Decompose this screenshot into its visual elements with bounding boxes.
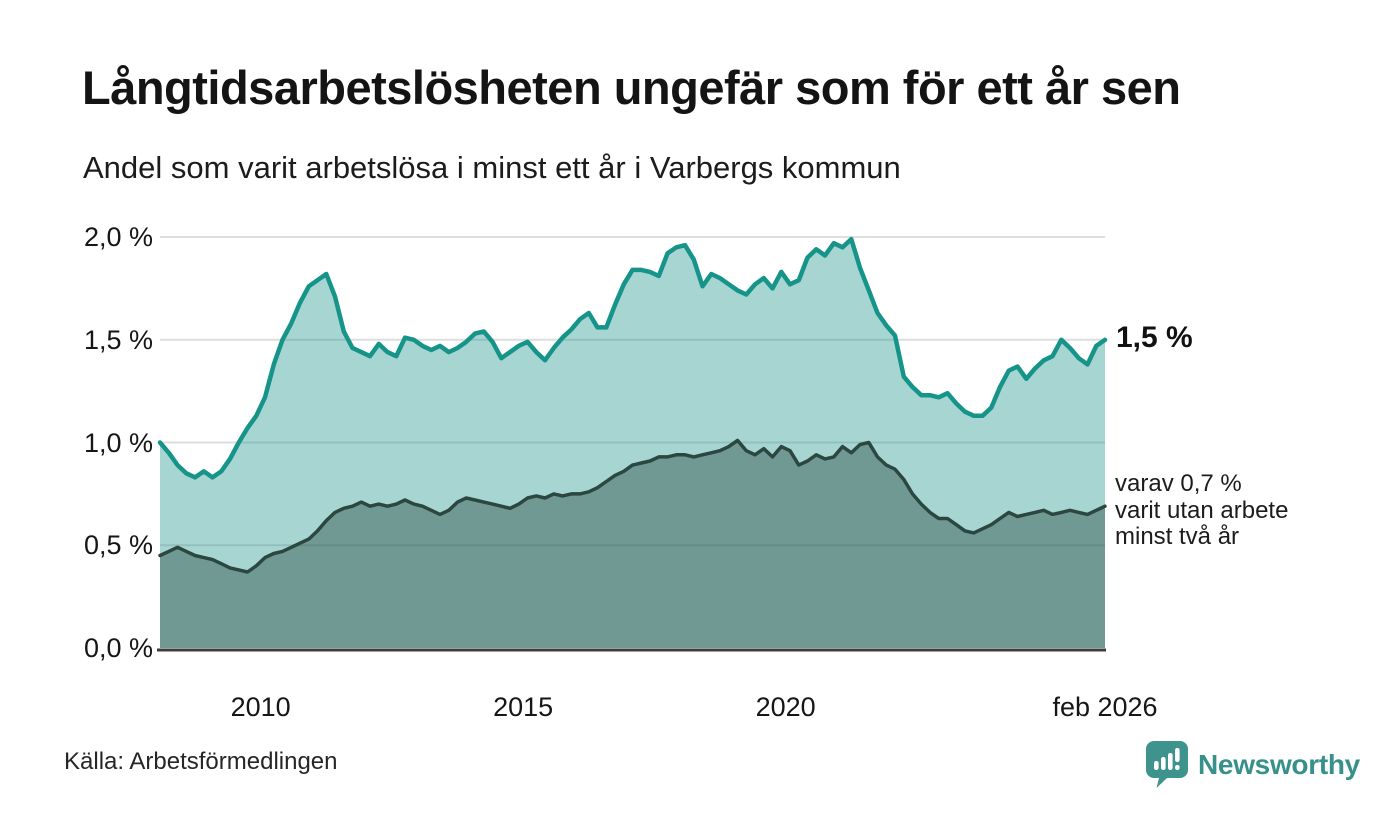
newsworthy-icon <box>1146 741 1188 788</box>
y-axis-label: 1,0 % <box>83 427 153 458</box>
y-axis-label: 1,5 % <box>83 324 153 355</box>
chart-subtitle: Andel som varit arbetslösa i minst ett å… <box>83 150 901 185</box>
secondary-annotation-line: varav 0,7 % <box>1115 470 1242 497</box>
bar-medium <box>1161 757 1166 770</box>
secondary-annotation: varav 0,7 % varit utan arbete minst två år <box>1115 470 1289 551</box>
y-axis-label: 0,0 % <box>83 633 153 663</box>
newsworthy-wordmark: Newsworthy <box>1198 748 1360 780</box>
series-line-one-year <box>157 236 1108 480</box>
secondary-annotation-line: varit utan arbete <box>1115 496 1289 524</box>
x-axis-label: 2015 <box>493 692 554 722</box>
page-title: Långtidsarbetslösheten ungefär som för e… <box>82 61 1181 114</box>
newsworthy-logo: Newsworthy <box>1146 741 1360 788</box>
exclamation-stem <box>1175 748 1180 762</box>
x-axis-label: 2010 <box>230 692 291 722</box>
y-axis-label: 2,0 % <box>83 222 153 252</box>
speech-bubble-shape <box>1146 741 1188 788</box>
secondary-annotation-line: minst två år <box>1115 523 1240 550</box>
source-label: Källa: Arbetsförmedlingen <box>64 748 338 775</box>
bar-short <box>1154 761 1159 770</box>
series-area-two-years <box>160 440 1105 648</box>
series-line-two-years <box>158 438 1107 574</box>
latest-value-label: 1,5 % <box>1116 321 1193 354</box>
exclamation-dot <box>1175 765 1180 770</box>
x-axis-label: feb 2026 <box>1052 692 1158 722</box>
series-area-one-year <box>160 239 1105 648</box>
y-axis-label: 0,5 % <box>83 530 153 561</box>
bar-tall <box>1168 753 1173 770</box>
x-axis-label: 2020 <box>755 692 816 722</box>
